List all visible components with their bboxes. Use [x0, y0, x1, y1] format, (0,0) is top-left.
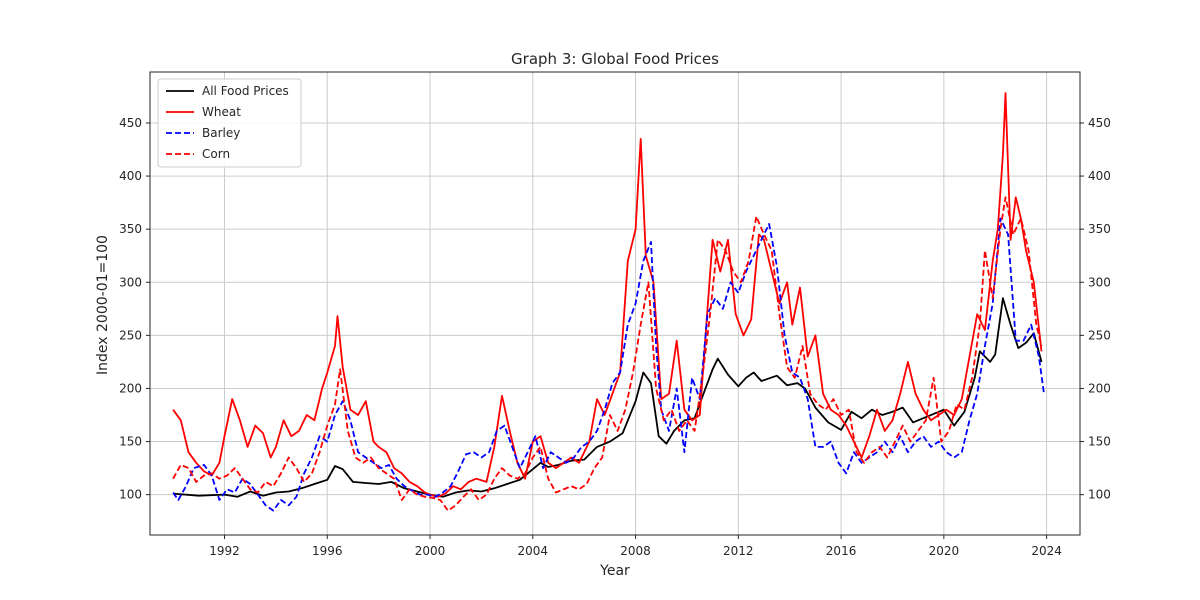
legend-label: All Food Prices	[202, 84, 289, 98]
y-tick-label: 150	[119, 435, 142, 449]
x-tick-label: 2024	[1031, 544, 1062, 558]
x-tick-label: 1992	[209, 544, 240, 558]
y-tick-label: 400	[119, 169, 142, 183]
plot-area	[172, 92, 1045, 512]
x-axis-label: Year	[599, 563, 630, 579]
legend-label: Wheat	[202, 105, 241, 119]
y-axis-label: Index 2000-01=100	[95, 235, 111, 375]
y2-tick-label: 100	[1088, 488, 1111, 502]
legend-box	[157, 78, 302, 168]
series-line-corn	[172, 196, 1043, 512]
y2-tick-label: 300	[1088, 275, 1111, 289]
series-line-wheat	[172, 92, 1043, 498]
axis-ticks: 1992 1996 2000 2004 2008 2012 2016 2020 2024 100 1…	[119, 116, 1111, 558]
y2-tick-label: 450	[1088, 116, 1111, 130]
series-line-all-food-prices	[173, 297, 1043, 498]
y2-tick-label: 400	[1088, 169, 1111, 183]
plot-frame	[149, 71, 1081, 536]
y2-tick-label: 250	[1088, 328, 1111, 342]
x-tick-label: 2012	[723, 544, 754, 558]
x-tick-label: 2004	[518, 544, 549, 558]
y-tick-label: 450	[119, 116, 142, 130]
series-line-barley	[172, 217, 1045, 512]
x-tick-label: 2020	[929, 544, 960, 558]
y-tick-label: 100	[119, 488, 142, 502]
legend: All Food Prices Wheat Barley Corn	[157, 78, 302, 168]
x-tick-label: 2000	[415, 544, 446, 558]
y-tick-label: 300	[119, 275, 142, 289]
chart-title: Graph 3: Global Food Prices	[511, 50, 719, 68]
y-tick-label: 200	[119, 381, 142, 395]
x-tick-label: 2016	[826, 544, 857, 558]
legend-label: Corn	[202, 147, 230, 161]
legend-label: Barley	[202, 126, 240, 140]
y2-tick-label: 150	[1088, 435, 1111, 449]
gridlines	[150, 72, 1080, 535]
x-tick-label: 2008	[620, 544, 651, 558]
y-tick-label: 250	[119, 328, 142, 342]
y2-tick-label: 200	[1088, 381, 1111, 395]
y2-tick-label: 350	[1088, 222, 1111, 236]
x-tick-label: 1996	[312, 544, 343, 558]
y-tick-label: 350	[119, 222, 142, 236]
